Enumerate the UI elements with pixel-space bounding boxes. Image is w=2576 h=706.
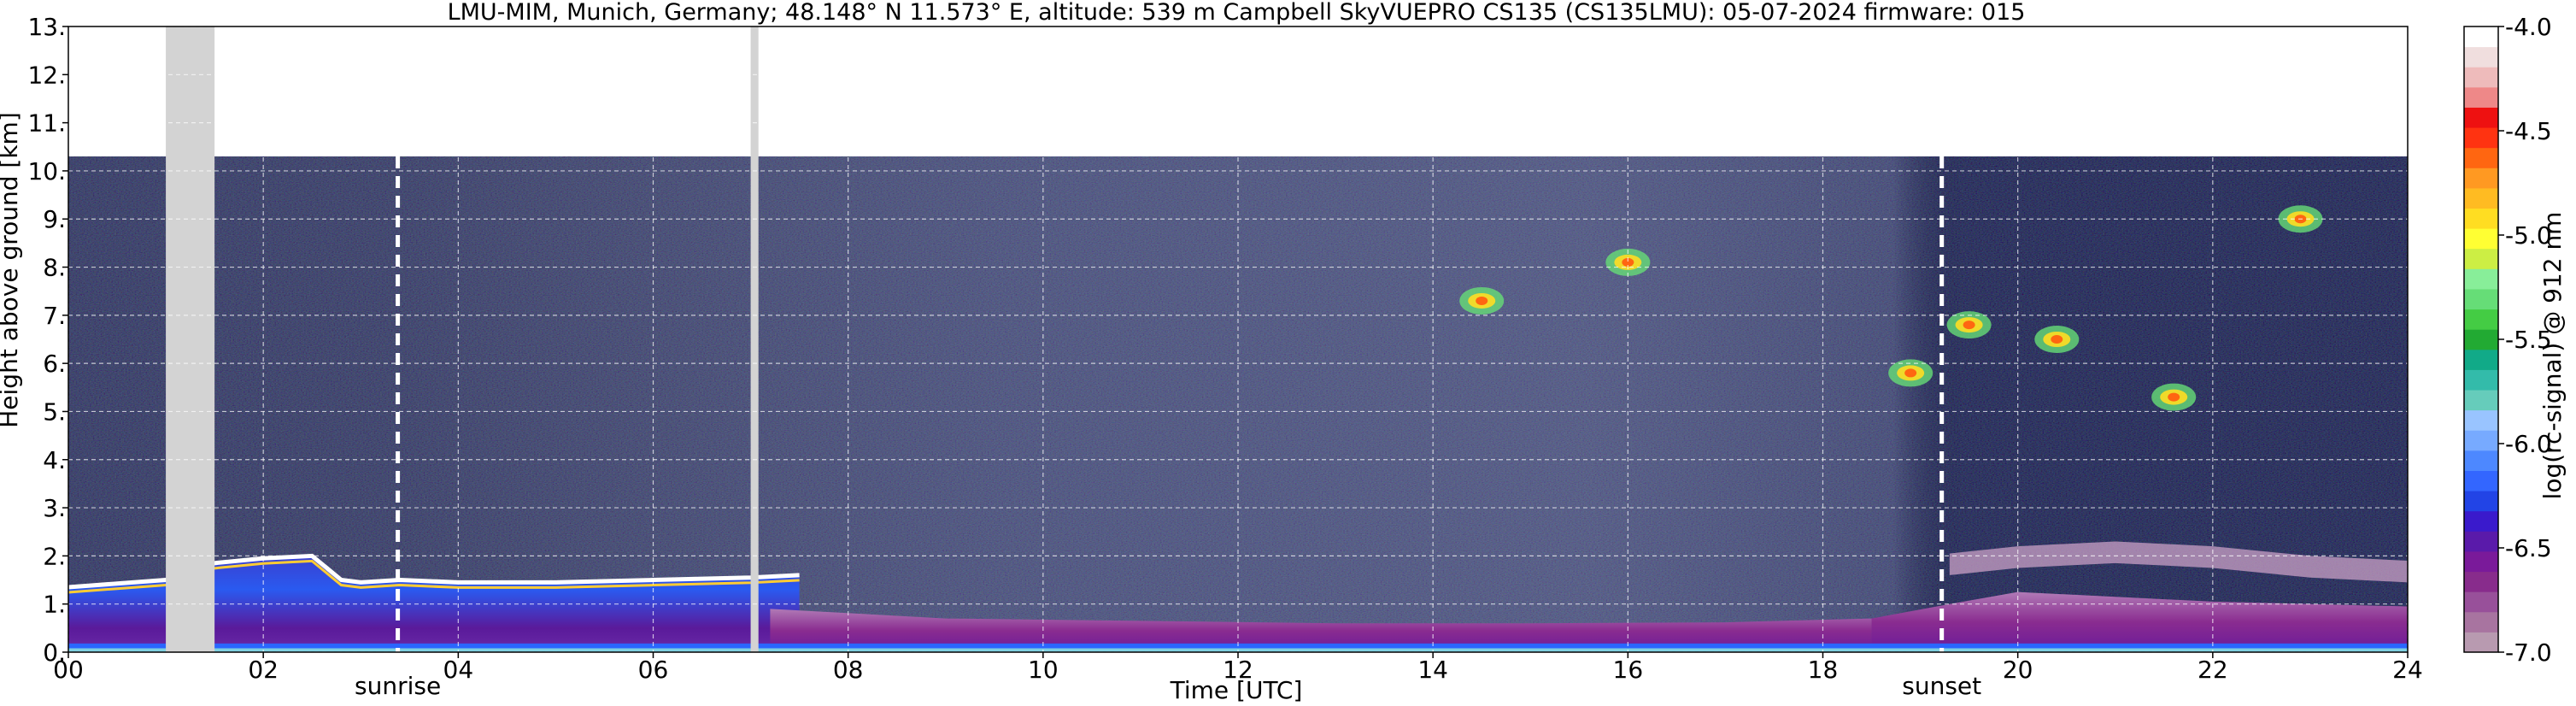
evening-aerosol-layer bbox=[1871, 591, 2408, 652]
x-tick-label: 22 bbox=[2198, 656, 2228, 684]
cloud-feature-core bbox=[2051, 335, 2063, 344]
colorbar-segment bbox=[2464, 632, 2498, 653]
cloud-feature-core bbox=[1904, 368, 1917, 378]
cloud-feature-core bbox=[1622, 257, 1634, 267]
cloud-feature bbox=[2151, 383, 2197, 411]
colorbar-segment bbox=[2464, 67, 2498, 88]
no-data-gap bbox=[750, 26, 759, 652]
colorbar-segment bbox=[2464, 470, 2498, 491]
cloud-feature-core bbox=[2168, 392, 2180, 402]
x-tick-label: 18 bbox=[1808, 656, 1839, 684]
colorbar-tick-label: -7.0 bbox=[2505, 638, 2552, 667]
x-tick-label: 14 bbox=[1417, 656, 1448, 684]
colorbar-segment bbox=[2464, 248, 2498, 269]
x-axis-label: Time [UTC] bbox=[1170, 676, 1303, 704]
y-tick-label: 10. bbox=[27, 157, 66, 185]
colorbar-tick-label: -5.5 bbox=[2505, 326, 2552, 354]
y-tick-label: 9. bbox=[43, 205, 66, 233]
colorbar-segment bbox=[2464, 127, 2498, 149]
y-tick-label: 6. bbox=[43, 350, 66, 378]
x-tick-label: 02 bbox=[248, 656, 279, 684]
y-tick-label: 5. bbox=[43, 397, 66, 426]
colorbar-segment bbox=[2464, 611, 2498, 632]
no-data-gap bbox=[166, 26, 215, 652]
colorbar-segment bbox=[2464, 531, 2498, 552]
colorbar-segment bbox=[2464, 571, 2498, 592]
cloud-feature bbox=[1888, 359, 1933, 387]
colorbar-segment bbox=[2464, 268, 2498, 290]
y-tick-label: 0. bbox=[43, 638, 66, 667]
surface-layer bbox=[68, 643, 2408, 650]
colorbar: -7.0 -6.5 -6.0 -5.5 -5.0 -4.5 -4.0 bbox=[2463, 13, 2552, 667]
colorbar-segment bbox=[2464, 187, 2498, 209]
daytime-aerosol-layer bbox=[770, 609, 1872, 652]
colorbar-segment bbox=[2464, 168, 2498, 189]
colorbar-segment bbox=[2464, 550, 2498, 573]
cloud-feature bbox=[2034, 326, 2080, 353]
sunrise-label: sunrise bbox=[355, 672, 441, 700]
colorbar-segment bbox=[2464, 208, 2498, 229]
colorbar-segment bbox=[2464, 228, 2498, 250]
x-tick-label: 20 bbox=[2003, 656, 2033, 684]
y-axis-label: Height above ground [km] bbox=[0, 112, 23, 428]
colorbar-segment bbox=[2464, 147, 2498, 168]
colorbar-segment bbox=[2464, 390, 2498, 411]
x-tick-label: 04 bbox=[443, 656, 474, 684]
colorbar-segment bbox=[2464, 491, 2498, 512]
colorbar-segment bbox=[2464, 591, 2498, 613]
cloud-feature bbox=[1605, 248, 1651, 276]
cloud-feature-core bbox=[1963, 321, 1975, 330]
sunset-label: sunset bbox=[1902, 672, 1981, 700]
y-tick-label: 12. bbox=[27, 61, 66, 89]
y-tick-label: 3. bbox=[43, 494, 66, 522]
residual-layer bbox=[1949, 541, 2408, 583]
y-tick-label: 7. bbox=[43, 302, 66, 330]
colorbar-segment bbox=[2464, 309, 2498, 330]
y-tick-label: 13. bbox=[27, 13, 66, 41]
cloud-feature bbox=[1946, 311, 1992, 339]
x-tick-label: 10 bbox=[1028, 656, 1059, 684]
colorbar-tick-label: -6.5 bbox=[2505, 534, 2552, 562]
colorbar-tick-label: -5.0 bbox=[2505, 221, 2552, 250]
x-tick-label: 00 bbox=[53, 656, 84, 684]
x-tick-label: 24 bbox=[2392, 656, 2423, 684]
colorbar-segment bbox=[2464, 409, 2498, 431]
colorbar-segment bbox=[2464, 510, 2498, 532]
y-tick-label: 4. bbox=[43, 446, 66, 474]
y-tick-label: 1. bbox=[43, 591, 66, 619]
colorbar-segment bbox=[2464, 430, 2498, 451]
colorbar-segment bbox=[2464, 329, 2498, 350]
colorbar-segment bbox=[2464, 86, 2498, 108]
y-tick-label: 2. bbox=[43, 542, 66, 570]
colorbar-segment bbox=[2464, 288, 2498, 310]
colorbar-tick-label: -4.0 bbox=[2505, 13, 2552, 41]
colorbar-segment bbox=[2464, 107, 2498, 128]
colorbar-segment bbox=[2464, 26, 2498, 48]
colorbar-segment bbox=[2464, 46, 2498, 68]
colorbar-segment bbox=[2464, 369, 2498, 391]
colorbar-segment bbox=[2464, 349, 2498, 370]
colorbar-tick-label: -6.0 bbox=[2505, 430, 2552, 458]
plot-area bbox=[68, 26, 2408, 652]
cloud-feature bbox=[1459, 286, 1505, 315]
colorbar-segment bbox=[2464, 450, 2498, 471]
chart-title: LMU-MIM, Munich, Germany; 48.148° N 11.5… bbox=[448, 0, 2026, 26]
colorbar-label: log(rc-signal) @ 912 nm bbox=[2538, 212, 2567, 500]
colorbar-tick-label: -4.5 bbox=[2505, 117, 2552, 145]
x-tick-label: 08 bbox=[833, 656, 864, 684]
y-tick-label: 8. bbox=[43, 254, 66, 282]
cloud-feature-core bbox=[1476, 296, 1488, 305]
x-tick-label: 16 bbox=[1613, 656, 1644, 684]
y-tick-label: 11. bbox=[27, 109, 66, 138]
x-tick-label: 12 bbox=[1223, 656, 1253, 684]
x-tick-label: 06 bbox=[638, 656, 669, 684]
